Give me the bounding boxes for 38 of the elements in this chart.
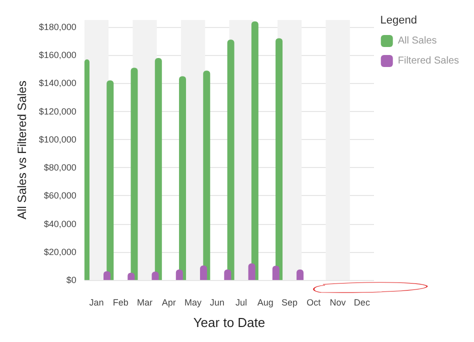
bar — [130, 68, 138, 280]
y-tick-label: $60,000 — [44, 190, 76, 201]
x-axis-title: Year to Date — [193, 315, 266, 330]
y-tick-label: $180,000 — [38, 22, 76, 32]
y-axis-title: All Sales vs Filtered Sales — [15, 80, 29, 220]
x-tick-label: Nov — [330, 298, 346, 308]
x-tick-label: Apr — [162, 298, 176, 308]
bar — [248, 263, 256, 280]
y-tick-label: $80,000 — [44, 162, 76, 173]
x-tick-label: Jan — [89, 298, 104, 308]
y-tick-label: $40,000 — [44, 218, 76, 229]
x-tick-label: Aug — [257, 298, 274, 308]
y-tick-label: $20,000 — [44, 246, 76, 257]
bar — [154, 58, 162, 280]
y-tick-label: $160,000 — [38, 50, 76, 60]
x-tick-label: May — [184, 298, 202, 308]
legend-label: Filtered Sales — [398, 56, 460, 66]
x-tick-label: Jul — [236, 298, 248, 308]
y-tick-label: $100,000 — [38, 134, 76, 144]
bar — [296, 269, 304, 280]
x-tick-label: Feb — [112, 298, 128, 308]
y-tick-label: $120,000 — [38, 106, 76, 116]
bar — [251, 21, 258, 280]
bar — [227, 40, 234, 280]
y-tick-label: $140,000 — [38, 78, 76, 88]
x-tick-label: Dec — [354, 298, 370, 308]
legend-label: All Sales — [398, 36, 437, 46]
bar — [200, 266, 208, 280]
bar — [84, 59, 90, 280]
bar — [176, 269, 183, 280]
x-tick-label: Mar — [137, 298, 153, 308]
bar — [272, 266, 280, 280]
x-tick-label: Sep — [282, 298, 298, 308]
x-tick-label: Jun — [210, 298, 224, 308]
legend-title: Legend — [380, 14, 418, 26]
x-tick-label: Oct — [306, 298, 322, 308]
y-tick-label: $0 — [66, 275, 76, 285]
bar — [224, 269, 232, 280]
